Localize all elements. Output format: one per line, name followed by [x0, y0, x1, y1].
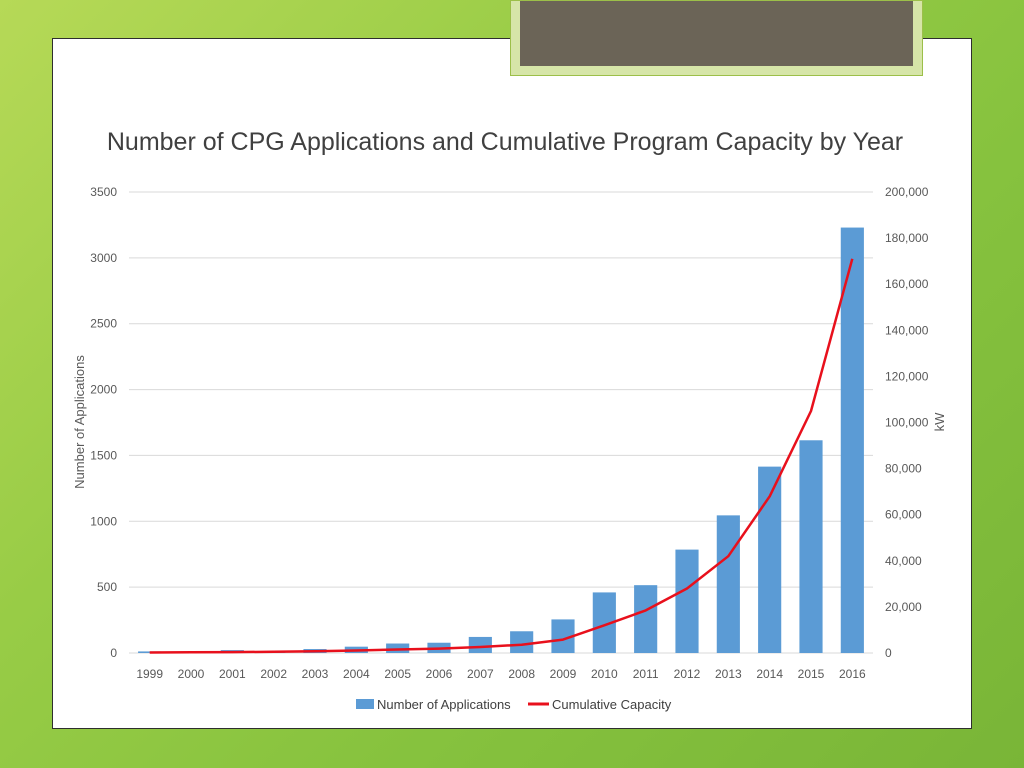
- y-right-tick-label: 100,000: [885, 416, 929, 430]
- slide-title-box: [520, 1, 913, 66]
- slide-title-placeholder: [510, 0, 923, 76]
- y-right-tick-label: 20,000: [885, 600, 922, 614]
- legend-label-applications: Number of Applications: [377, 697, 511, 712]
- y-left-tick-label: 3500: [90, 185, 117, 199]
- x-axis-ticks: 1999 2000 2001 2002 2003 2004 2005 2006 2007 2008…: [136, 667, 866, 681]
- bar: [510, 631, 534, 653]
- bar: [675, 549, 699, 653]
- right-axis-ticks: 0 20,000 40,000 60,000 80,000 100,000 120,000 1…: [885, 185, 929, 660]
- bar: [840, 227, 864, 653]
- x-tick-label: 2000: [178, 667, 205, 681]
- legend-swatch-applications: [356, 699, 374, 709]
- y-right-tick-label: 180,000: [885, 231, 929, 245]
- bar-series: [138, 227, 864, 653]
- x-tick-label: 2006: [426, 667, 453, 681]
- bar: [758, 466, 782, 653]
- x-tick-label: 2015: [798, 667, 825, 681]
- x-tick-label: 2003: [302, 667, 329, 681]
- bar: [138, 651, 162, 653]
- y-left-axis-title: Number of Applications: [72, 355, 87, 489]
- y-right-tick-label: 40,000: [885, 554, 922, 568]
- bar: [592, 592, 616, 653]
- line-series: [149, 258, 854, 654]
- bar: [634, 585, 658, 653]
- x-tick-label: 2001: [219, 667, 246, 681]
- x-tick-label: 2005: [384, 667, 411, 681]
- capacity-line: [149, 258, 854, 654]
- y-left-tick-label: 1500: [90, 448, 117, 462]
- x-tick-label: 2013: [715, 667, 742, 681]
- y-right-tick-label: 140,000: [885, 323, 929, 337]
- x-tick-label: 2009: [550, 667, 577, 681]
- x-tick-label: 2007: [467, 667, 494, 681]
- x-tick-label: 2004: [343, 667, 370, 681]
- x-tick-label: 1999: [136, 667, 163, 681]
- y-left-tick-label: 500: [97, 580, 117, 594]
- y-left-tick-label: 3000: [90, 251, 117, 265]
- bar: [716, 515, 740, 653]
- x-tick-label: 2016: [839, 667, 866, 681]
- y-left-tick-label: 2500: [90, 317, 117, 331]
- x-tick-label: 2011: [633, 667, 659, 681]
- y-right-tick-label: 60,000: [885, 508, 922, 522]
- x-tick-label: 2008: [508, 667, 535, 681]
- y-right-tick-label: 200,000: [885, 185, 929, 199]
- y-right-tick-label: 80,000: [885, 462, 922, 476]
- bar: [799, 440, 823, 653]
- gridlines: [129, 191, 873, 654]
- bar: [468, 636, 492, 653]
- chart-title: Number of CPG Applications and Cumulativ…: [107, 128, 903, 156]
- chart-legend: Number of Applications Cumulative Capaci…: [356, 697, 672, 712]
- y-right-tick-label: 0: [885, 646, 892, 660]
- x-tick-label: 2002: [260, 667, 287, 681]
- legend-label-capacity: Cumulative Capacity: [552, 697, 672, 712]
- y-right-tick-label: 160,000: [885, 277, 929, 291]
- x-tick-label: 2014: [756, 667, 783, 681]
- x-tick-label: 2012: [674, 667, 701, 681]
- y-right-axis-title: kW: [932, 412, 947, 432]
- left-axis-ticks: 0 500 1000 1500 2000 2500 3000 3500: [90, 185, 117, 660]
- y-right-tick-label: 120,000: [885, 369, 929, 383]
- y-left-tick-label: 1000: [90, 514, 117, 528]
- y-left-tick-label: 0: [110, 646, 117, 660]
- y-left-tick-label: 2000: [90, 383, 117, 397]
- bar: [551, 619, 575, 653]
- x-tick-label: 2010: [591, 667, 618, 681]
